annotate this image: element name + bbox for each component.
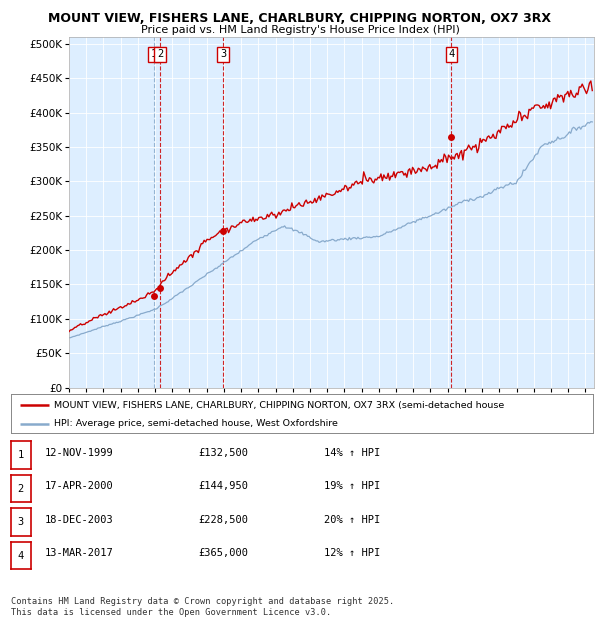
Text: 4: 4 [17,551,24,560]
Text: 12% ↑ HPI: 12% ↑ HPI [324,548,380,558]
Text: 2: 2 [157,50,163,60]
Text: £228,500: £228,500 [198,515,248,525]
Text: 3: 3 [220,50,226,60]
Text: £132,500: £132,500 [198,448,248,458]
Text: HPI: Average price, semi-detached house, West Oxfordshire: HPI: Average price, semi-detached house,… [55,419,338,428]
Text: 1: 1 [151,50,157,60]
Text: Price paid vs. HM Land Registry's House Price Index (HPI): Price paid vs. HM Land Registry's House … [140,25,460,35]
Text: MOUNT VIEW, FISHERS LANE, CHARLBURY, CHIPPING NORTON, OX7 3RX (semi-detached hou: MOUNT VIEW, FISHERS LANE, CHARLBURY, CHI… [55,401,505,410]
Text: 18-DEC-2003: 18-DEC-2003 [45,515,114,525]
Text: 3: 3 [17,517,24,527]
Text: 17-APR-2000: 17-APR-2000 [45,481,114,491]
Text: 19% ↑ HPI: 19% ↑ HPI [324,481,380,491]
Text: 12-NOV-1999: 12-NOV-1999 [45,448,114,458]
Text: £144,950: £144,950 [198,481,248,491]
Text: £365,000: £365,000 [198,548,248,558]
Text: Contains HM Land Registry data © Crown copyright and database right 2025.
This d: Contains HM Land Registry data © Crown c… [11,598,394,617]
Text: 14% ↑ HPI: 14% ↑ HPI [324,448,380,458]
Text: 20% ↑ HPI: 20% ↑ HPI [324,515,380,525]
Text: 1: 1 [17,450,24,460]
Text: 4: 4 [448,50,454,60]
Text: MOUNT VIEW, FISHERS LANE, CHARLBURY, CHIPPING NORTON, OX7 3RX: MOUNT VIEW, FISHERS LANE, CHARLBURY, CHI… [49,12,551,25]
Text: 13-MAR-2017: 13-MAR-2017 [45,548,114,558]
Text: 2: 2 [17,484,24,494]
